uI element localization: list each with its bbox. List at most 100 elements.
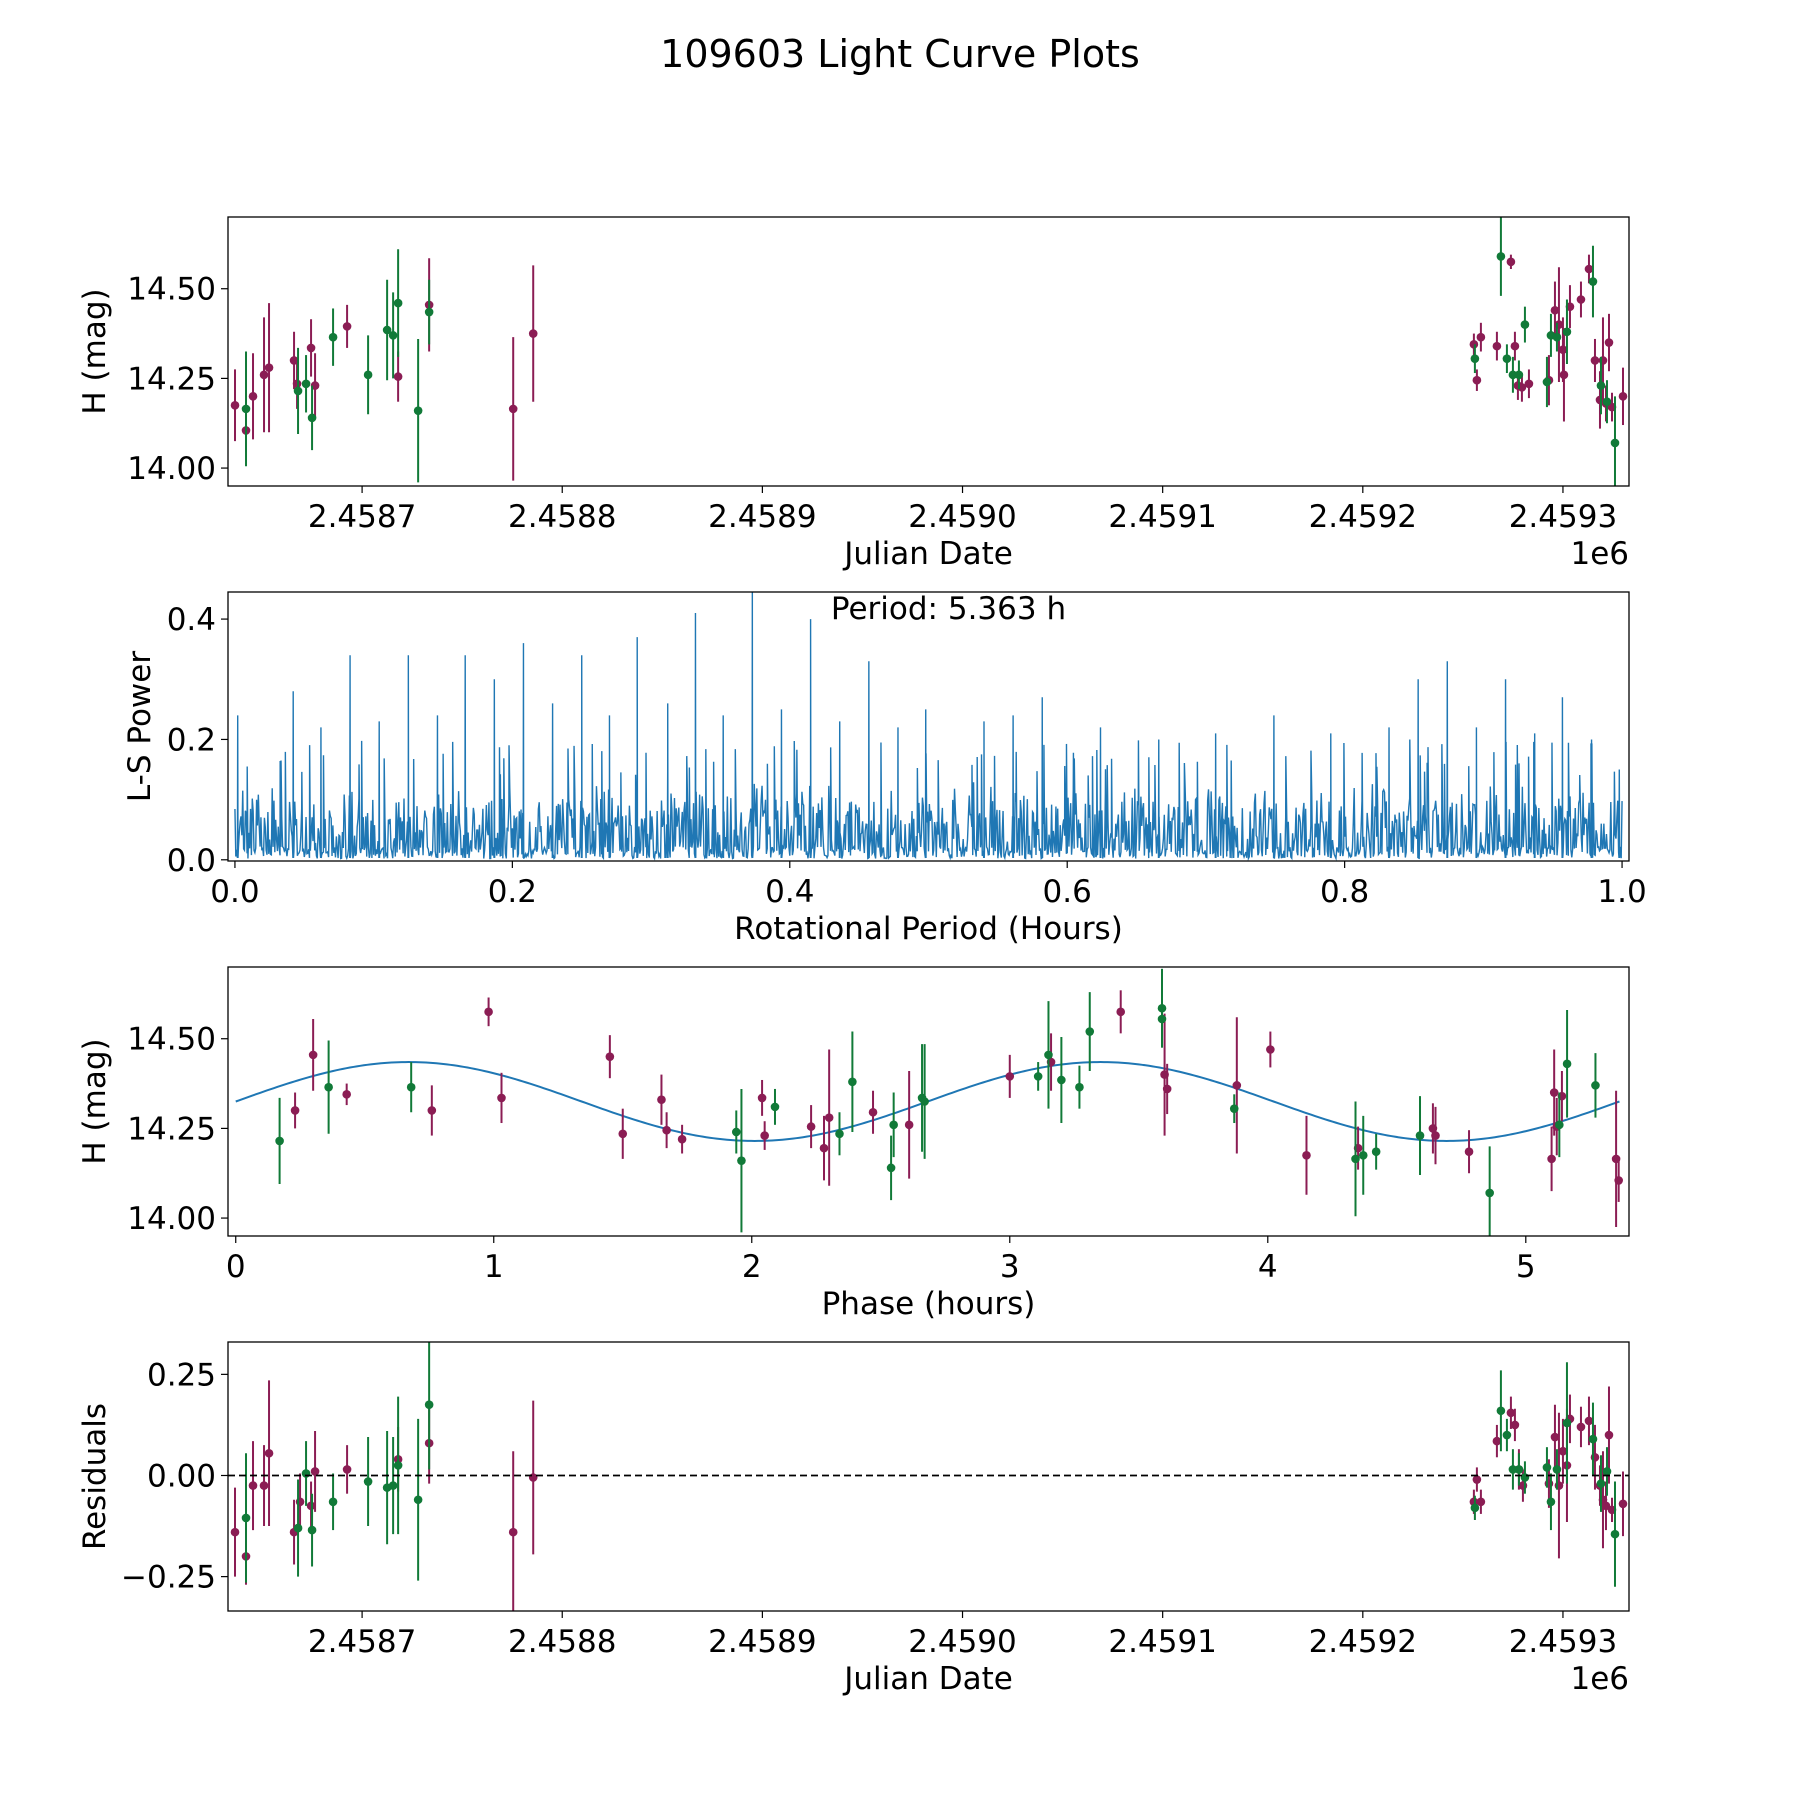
green-data-point: [1520, 1473, 1530, 1482]
plot-area: [234, 592, 1623, 861]
magenta-data-point: [760, 1131, 769, 1140]
green-data-point: [1514, 370, 1524, 380]
green-data-point: [413, 1495, 423, 1505]
magenta-data-point: [508, 404, 518, 414]
y-tick-label: 0.4: [167, 602, 216, 638]
green-data-point: [1470, 1503, 1480, 1513]
magenta-data-point: [1618, 392, 1628, 401]
magenta-data-point: [1232, 1081, 1242, 1090]
green-data-point: [1520, 320, 1530, 329]
x-tick-label: 4: [1258, 1249, 1278, 1285]
magenta-data-point: [342, 322, 352, 331]
magenta-data-point: [259, 1481, 269, 1490]
green-data-point: [363, 1477, 373, 1486]
x-tick-label: 2.4589: [708, 499, 816, 535]
y-axis-label: Residuals: [77, 1403, 113, 1550]
magenta-data-point: [1431, 1131, 1440, 1140]
magenta-data-point: [1584, 1416, 1594, 1426]
x-tick-label: 2: [742, 1249, 762, 1285]
green-data-point: [1610, 1529, 1620, 1539]
magenta-data-point: [1510, 341, 1520, 351]
y-tick-label: 14.00: [127, 1201, 216, 1237]
x-tick-label: 2.4592: [1309, 499, 1417, 535]
magenta-data-point: [306, 1501, 316, 1511]
green-series: [241, 217, 1620, 486]
green-data-point: [328, 332, 338, 342]
green-data-point: [1485, 1188, 1494, 1198]
x-axis-label: Julian Date: [842, 1661, 1013, 1697]
green-data-point: [241, 404, 251, 414]
green-data-point: [731, 1127, 741, 1137]
green-data-point: [1610, 438, 1620, 448]
magenta-data-point: [824, 1113, 834, 1122]
magenta-data-point: [662, 1125, 671, 1135]
residuals-panel: 2.4587 2.4588 2.4589 2.4590 2.4591 2.4592 2.45…: [77, 1341, 1630, 1697]
green-data-point: [1562, 327, 1572, 337]
green-data-point: [307, 1525, 317, 1535]
x-tick-label: 3: [1000, 1249, 1020, 1285]
x-offset-label: 1e6: [1570, 1661, 1629, 1697]
x-tick-label: 2.4593: [1509, 499, 1617, 535]
magenta-data-point: [264, 1448, 274, 1458]
magenta-data-point: [248, 1481, 258, 1490]
green-data-point: [293, 1523, 303, 1533]
magenta-data-point: [819, 1143, 829, 1153]
y-axis-label: H (mag): [77, 288, 113, 414]
x-tick-label: 0: [226, 1249, 246, 1285]
green-data-point: [241, 1513, 251, 1523]
y-tick-label: 0.00: [147, 1458, 216, 1494]
y-tick-label: 0.0: [167, 843, 216, 879]
magenta-data-point: [1544, 1479, 1554, 1488]
magenta-data-point: [1618, 1499, 1628, 1509]
x-tick-label: 2.4587: [308, 1624, 416, 1660]
magenta-data-point: [868, 1107, 878, 1117]
green-data-point: [382, 325, 392, 335]
magenta-data-point: [1492, 341, 1502, 351]
y-tick-label: 14.25: [127, 361, 216, 397]
phased-panel: 0 1 2 3 4 5 14.00 14.25 14.50 Phase (hours) H (mag…: [77, 966, 1630, 1322]
x-tick-label: 2.4592: [1309, 1624, 1417, 1660]
magenta-data-point: [1584, 264, 1594, 274]
green-data-point: [1562, 1418, 1572, 1428]
y-tick-label: −0.25: [121, 1560, 216, 1596]
green-data-point: [1588, 277, 1598, 286]
magenta-data-point: [1550, 1432, 1560, 1442]
green-data-point: [1057, 1075, 1066, 1085]
magenta-data-point: [290, 1106, 300, 1115]
magenta-data-point: [342, 1090, 351, 1099]
green-data-point: [835, 1129, 844, 1139]
green-data-point: [1033, 1072, 1043, 1081]
magenta-data-point: [292, 379, 302, 389]
x-tick-label: 0.4: [765, 874, 814, 910]
x-tick-label: 0.6: [1043, 874, 1092, 910]
green-data-point: [1229, 1104, 1239, 1113]
green-data-point: [1508, 1465, 1518, 1474]
green-data-point: [1514, 1465, 1524, 1474]
green-data-point: [393, 1461, 403, 1470]
magenta-data-point: [1469, 340, 1479, 349]
green-data-point: [1602, 1467, 1612, 1476]
magenta-data-point: [1476, 1497, 1486, 1507]
green-data-point: [424, 1400, 434, 1409]
green-data-point: [1555, 1120, 1564, 1130]
magenta-data-point: [1550, 305, 1560, 315]
magenta-data-point: [1302, 1151, 1311, 1160]
magenta-data-point: [1005, 1072, 1015, 1081]
magenta-data-point: [1604, 1430, 1614, 1440]
axes-frame: [227, 216, 1630, 487]
green-data-point: [424, 307, 434, 317]
green-data-point: [1502, 1430, 1512, 1440]
x-tick-label: 2.4588: [508, 499, 616, 535]
magenta-data-point: [1506, 257, 1516, 267]
green-data-point: [1542, 377, 1552, 387]
magenta-data-point: [1116, 1007, 1126, 1017]
x-tick-label: 2.4590: [908, 499, 1016, 535]
green-data-point: [1562, 1059, 1572, 1069]
magenta-data-point: [1464, 1147, 1474, 1157]
y-axis-label: H (mag): [77, 1038, 113, 1164]
green-data-point: [1596, 1479, 1606, 1488]
green-series: [275, 968, 1600, 1236]
magenta-data-point: [393, 372, 403, 381]
green-data-point: [1351, 1154, 1360, 1164]
